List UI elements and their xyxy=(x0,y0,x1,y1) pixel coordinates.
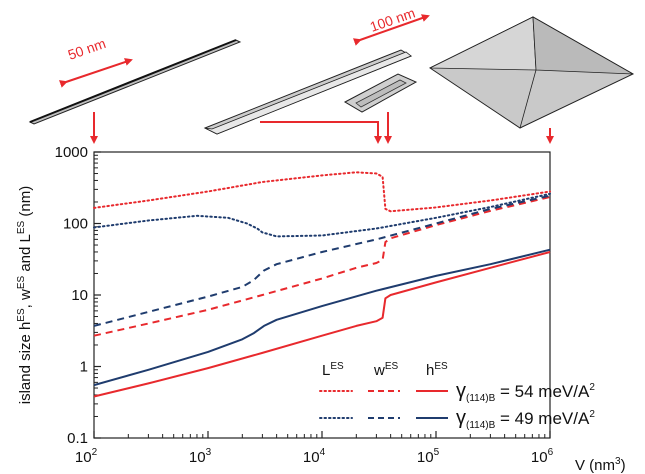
series-layer xyxy=(93,171,551,398)
legend-col-L: LES xyxy=(322,361,344,379)
y-tick-label: 1000 xyxy=(55,144,88,161)
pyramid-island-ridge xyxy=(519,69,537,129)
series-h-49-line xyxy=(93,248,551,387)
series-L-54-line xyxy=(93,171,551,213)
y-tick-label: 10 xyxy=(71,287,88,304)
series-L-49-line xyxy=(93,192,551,238)
y-axis-label: island size hES, wES and LES (nm) xyxy=(16,186,34,404)
legend-label-49: γ(114)B = 49 meV/A2 xyxy=(456,407,595,431)
legend: LES wES hES γ(114)B = 54 meV/A2 γ(114)B … xyxy=(319,361,595,431)
elongated-island-facet xyxy=(204,51,412,135)
series-w-49-line xyxy=(93,194,551,327)
y-tick-label: 0.1 xyxy=(67,430,88,447)
y-tick-label: 100 xyxy=(63,216,88,233)
legend-label-54: γ(114)B = 54 meV/A2 xyxy=(456,380,595,404)
x-tick-label: 104 xyxy=(303,447,326,466)
pyramid-island-facet-left xyxy=(429,16,537,71)
series-h-54-line xyxy=(93,251,551,398)
wire-island-edge xyxy=(29,39,237,123)
pyramid-island-facet-right xyxy=(532,16,634,75)
legend-col-h: hES xyxy=(426,361,448,379)
x-tick-label: 105 xyxy=(417,447,440,466)
x-axis-label: V (nm3) xyxy=(575,456,626,474)
island-illustrations: 50 nm 100 nm xyxy=(28,5,635,144)
x-tick-label: 106 xyxy=(531,447,554,466)
series-w-54-line xyxy=(93,196,551,337)
y-tick-label: 1 xyxy=(80,359,88,376)
callout-arrow-elongated xyxy=(260,121,382,144)
scale-label-50nm: 50 nm xyxy=(66,35,108,63)
axis-ticks: 102 103 104 105 106 0.1 1 10 100 1000 xyxy=(55,144,554,466)
medium-island-top xyxy=(355,79,407,108)
scale-label-100nm: 100 nm xyxy=(368,5,417,35)
scale-bar-50nm xyxy=(59,58,133,88)
wire-island-shape xyxy=(28,39,242,125)
x-tick-label: 102 xyxy=(75,447,98,466)
scale-bar-100nm xyxy=(353,14,430,46)
x-tick-label: 103 xyxy=(189,447,212,466)
legend-col-w: wES xyxy=(373,361,399,379)
